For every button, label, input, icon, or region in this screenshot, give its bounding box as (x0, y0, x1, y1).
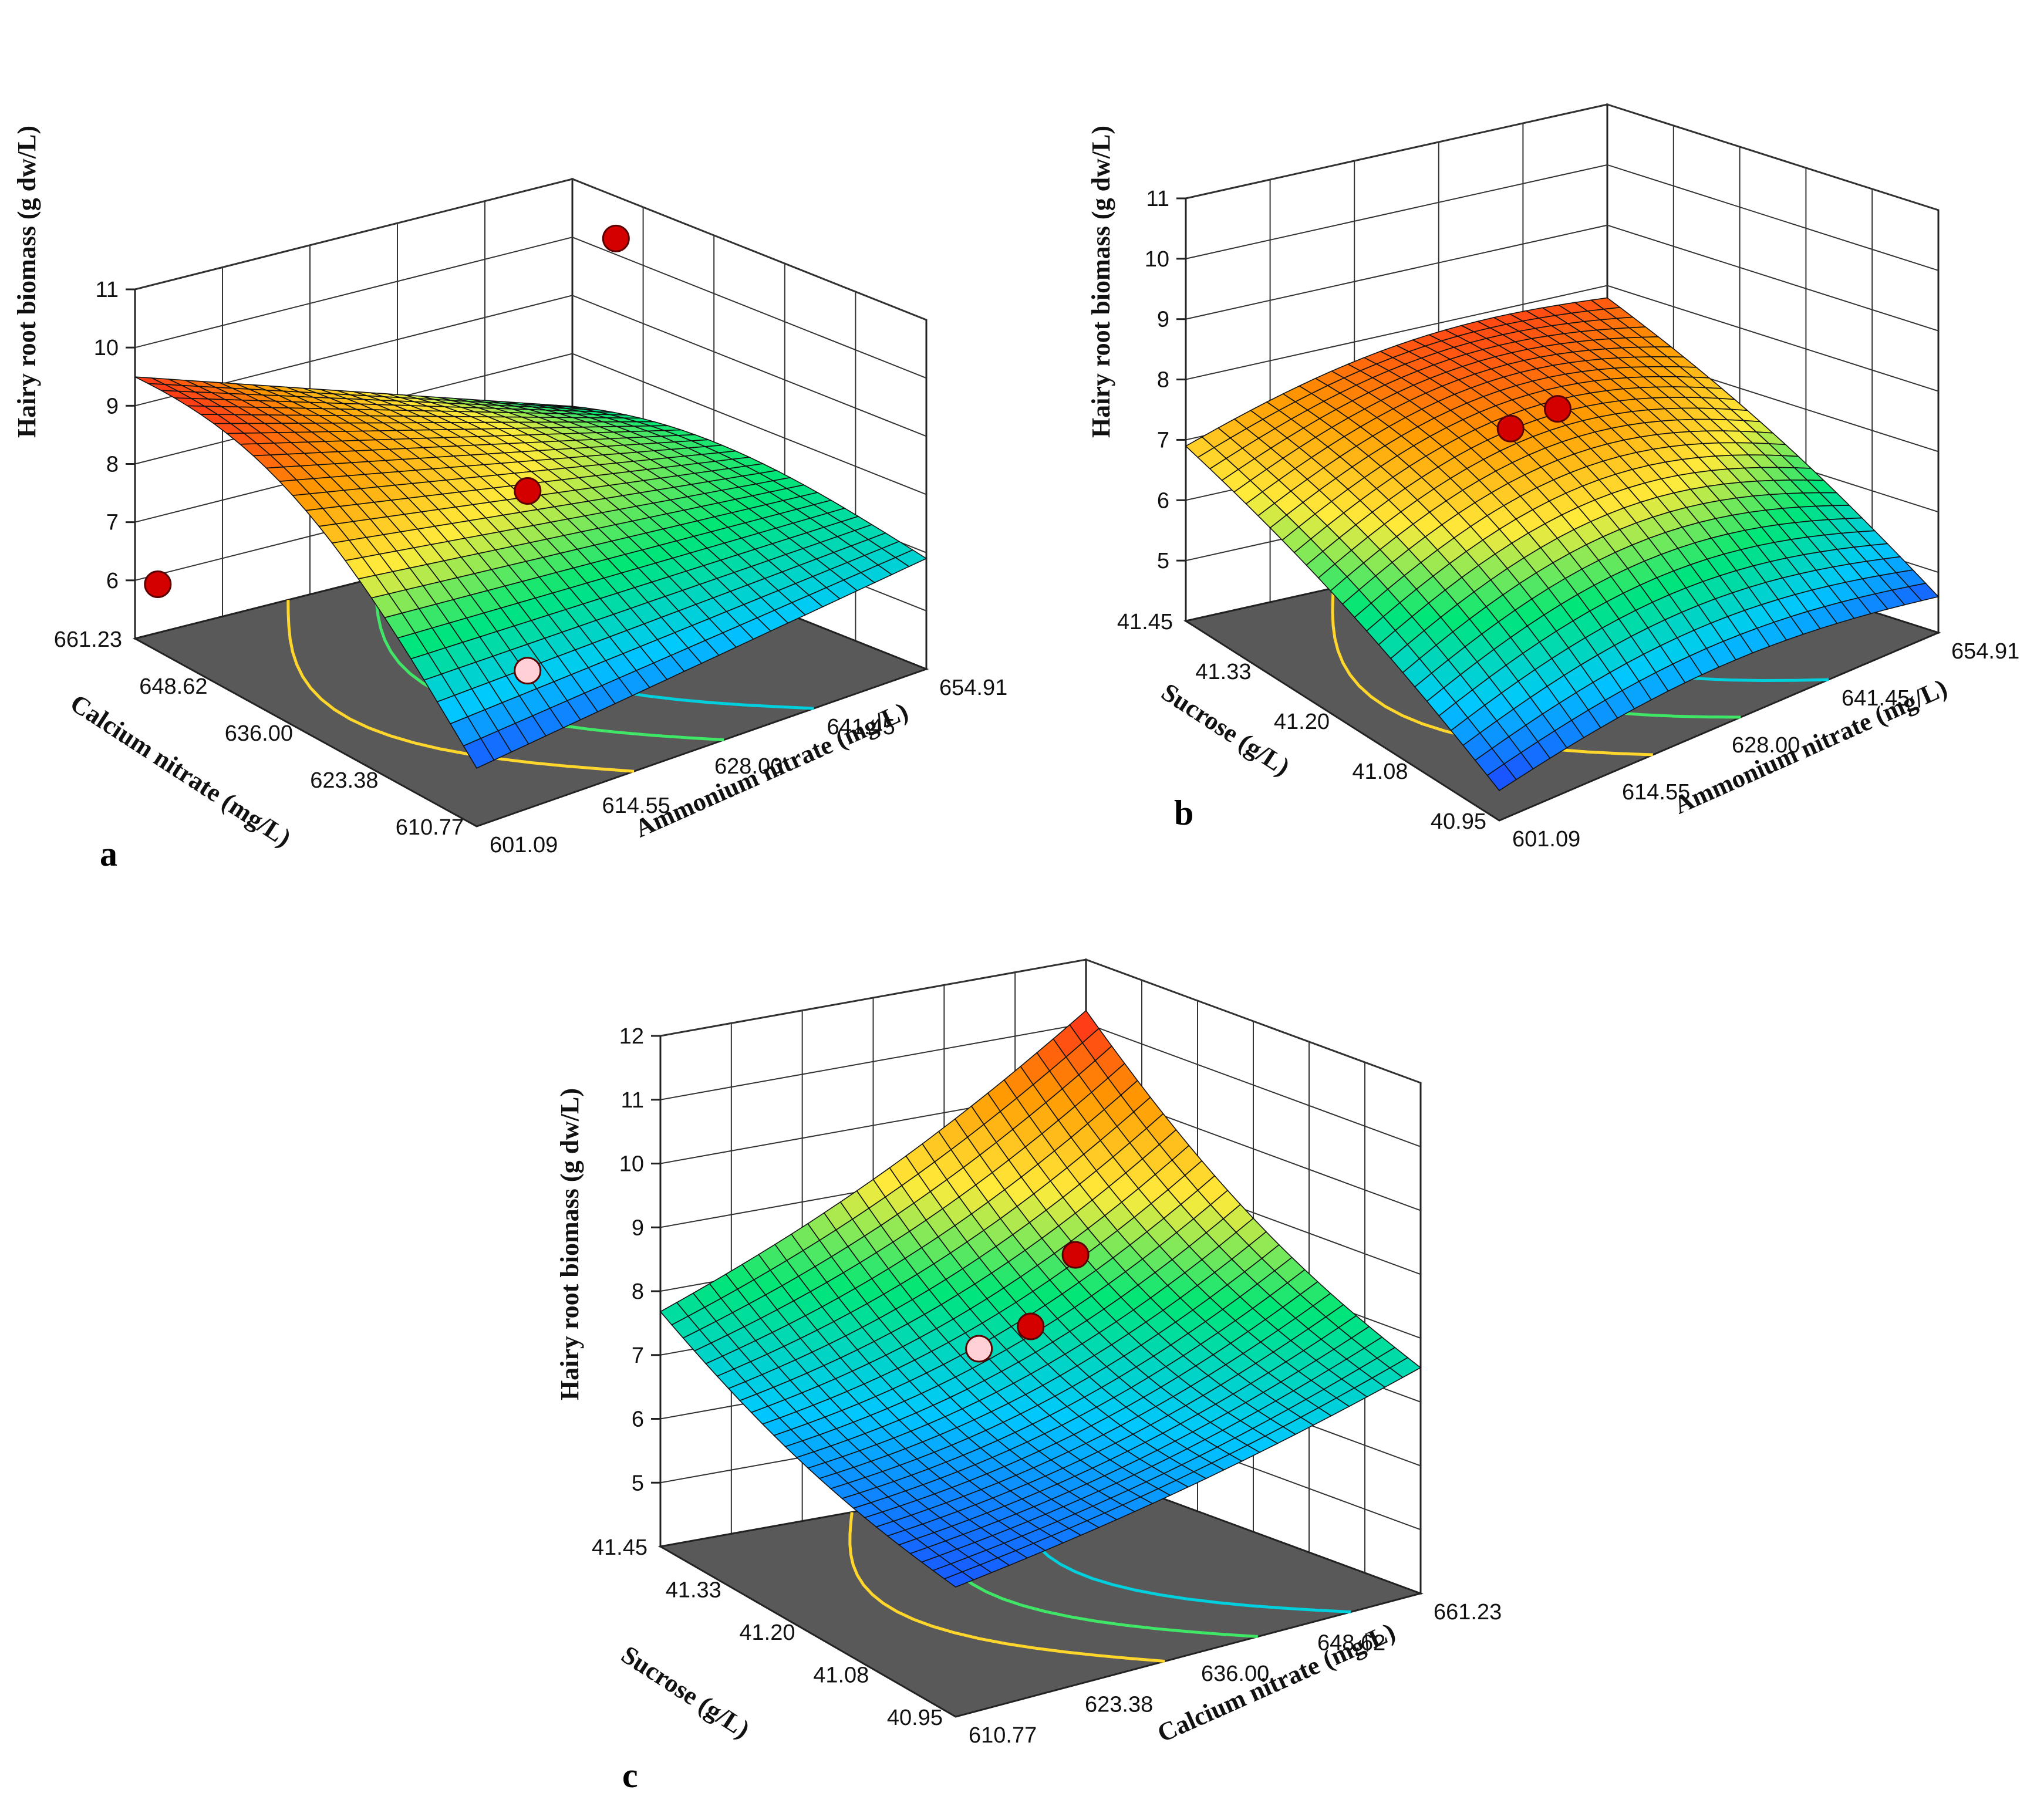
left-axis-tick-label: 41.20 (1274, 710, 1330, 734)
z-tick-label: 8 (632, 1279, 644, 1304)
panel-b-letter: b (1174, 793, 1193, 832)
surface-cell (1486, 763, 1517, 791)
left-axis-tick-label: 661.23 (54, 627, 122, 652)
right-axis-tick-label: 641.45 (1842, 686, 1910, 711)
z-tick-label: 5 (632, 1471, 644, 1495)
z-tick-label: 6 (106, 569, 119, 593)
panel-c-z-axis-label: Hairy root biomass (g dw/L) (555, 1088, 584, 1400)
right-axis-tick-label: 654.91 (1951, 639, 2019, 664)
left-axis-tick-label: 610.77 (396, 815, 464, 840)
left-axis-tick-label: 40.95 (1431, 809, 1486, 834)
panel-a-left-axis-label: Calcium nitrate (mg/L) (65, 688, 296, 852)
panel-c-left-tick-labels: 41.45 41.33 41.20 41.08 40.95 (592, 1535, 943, 1730)
left-axis-tick-label: 648.62 (139, 674, 207, 699)
right-axis-tick-label: 654.91 (939, 676, 1007, 700)
wall-gridline (134, 295, 927, 437)
left-axis-tick-label: 41.20 (739, 1620, 795, 1645)
panel-a-left-tick-labels: 661.23 648.62 636.00 623.38 610.77 (54, 627, 464, 840)
surface-cell (463, 738, 495, 769)
panel-c-design-points (965, 1241, 1090, 1363)
z-tick-label: 7 (632, 1343, 644, 1368)
panel-c-right-tick-labels: 610.77 623.38 636.00 648.62 661.23 (969, 1600, 1502, 1748)
z-tick-label: 10 (1145, 247, 1169, 272)
panel-b-z-axis-label: Hairy root biomass (g dw/L) (1087, 126, 1115, 438)
right-axis-tick-label: 661.23 (1434, 1600, 1502, 1625)
right-axis-tick-label: 628.00 (1732, 733, 1800, 758)
wall-gridline (1185, 285, 1939, 392)
left-axis-tick-label: 41.33 (1195, 660, 1251, 684)
left-axis-tick-label: 41.33 (666, 1578, 721, 1603)
right-axis-tick-label: 648.62 (1317, 1631, 1385, 1656)
panel-b-left-tick-labels: 41.45 41.33 41.20 41.08 40.95 (1117, 610, 1486, 834)
z-tick-label: 11 (96, 278, 119, 302)
design-point (1061, 1241, 1090, 1269)
surface-cell (943, 1571, 975, 1588)
right-axis-tick-label: 614.55 (1622, 780, 1690, 805)
design-point (514, 657, 542, 685)
floor-contour (286, 600, 635, 773)
z-tick-label: 10 (94, 336, 119, 360)
right-axis-tick-label: 623.38 (1085, 1693, 1153, 1717)
wall-gridline (1185, 224, 1939, 332)
right-axis-tick-label: 628.00 (714, 754, 783, 779)
panel-a-letter: a (100, 835, 117, 873)
wall-gridline (134, 237, 927, 379)
panel-a-z-tick-labels: 6 7 8 9 10 11 (94, 278, 135, 593)
right-axis-tick-label: 641.45 (827, 715, 895, 740)
z-tick-label: 9 (106, 394, 119, 418)
right-axis-tick-label: 610.77 (969, 1723, 1037, 1748)
wall-gridline (134, 178, 927, 320)
left-axis-tick-label: 41.45 (1117, 610, 1173, 634)
design-point (1544, 395, 1571, 423)
panel-b: 5 6 7 8 9 10 11 41.45 41.33 41.20 41.08 40.95 601.… (1087, 103, 2019, 852)
z-tick-label: 5 (1157, 549, 1169, 573)
panel-a-design-points (144, 224, 630, 685)
design-point (965, 1335, 993, 1363)
design-point (1496, 414, 1525, 443)
z-tick-label: 11 (621, 1088, 644, 1113)
panel-c-z-tick-labels: 5 6 7 8 9 10 11 12 (619, 1024, 660, 1495)
wall-gridline (1185, 103, 1939, 211)
panel-c-left-axis-label: Sucrose (g/L) (616, 1640, 755, 1744)
floor-contour (848, 1512, 1165, 1663)
design-point (514, 477, 542, 505)
z-tick-label: 11 (1146, 187, 1169, 211)
z-tick-label: 7 (1157, 428, 1169, 453)
panel-b-design-points (1496, 395, 1571, 443)
panel-a-z-axis-label: Hairy root biomass (g dw/L) (12, 126, 41, 438)
design-point (1017, 1312, 1045, 1340)
panel-c-surface (659, 1009, 1422, 1588)
z-tick-label: 7 (106, 511, 119, 535)
left-axis-tick-label: 623.38 (310, 768, 378, 793)
wall-gridline (1185, 164, 1939, 271)
z-tick-label: 10 (619, 1152, 644, 1177)
z-tick-label: 9 (632, 1215, 644, 1240)
z-tick-label: 6 (632, 1407, 644, 1432)
panel-c: 5 6 7 8 9 10 11 12 41.45 41.33 41.20 41.08 40.95 61… (555, 958, 1502, 1795)
right-axis-tick-label: 601.09 (1512, 827, 1580, 852)
panel-b-z-tick-labels: 5 6 7 8 9 10 11 (1145, 187, 1186, 573)
left-axis-tick-label: 40.95 (887, 1706, 943, 1730)
right-axis-tick-label: 614.55 (602, 793, 670, 818)
right-axis-tick-label: 601.09 (490, 833, 558, 857)
left-axis-tick-label: 636.00 (225, 721, 293, 746)
z-tick-label: 6 (1157, 488, 1169, 513)
z-tick-label: 8 (1157, 368, 1169, 393)
design-point (602, 224, 630, 252)
z-tick-label: 8 (106, 453, 119, 477)
left-axis-tick-label: 41.08 (813, 1663, 869, 1688)
design-point (144, 570, 172, 598)
panel-b-right-tick-labels: 601.09 614.55 628.00 641.45 654.91 (1512, 639, 2019, 852)
right-axis-tick-label: 636.00 (1201, 1662, 1269, 1686)
z-tick-label: 9 (1157, 308, 1169, 332)
panel-a-surface (134, 376, 928, 769)
left-axis-tick-label: 41.08 (1352, 759, 1408, 784)
left-axis-tick-label: 41.45 (592, 1535, 647, 1560)
panel-a-right-tick-labels: 601.09 614.55 628.00 641.45 654.91 (490, 676, 1007, 857)
panel-b-surface (1185, 297, 1940, 791)
panel-c-letter: c (622, 1756, 638, 1795)
z-tick-label: 12 (619, 1024, 644, 1049)
